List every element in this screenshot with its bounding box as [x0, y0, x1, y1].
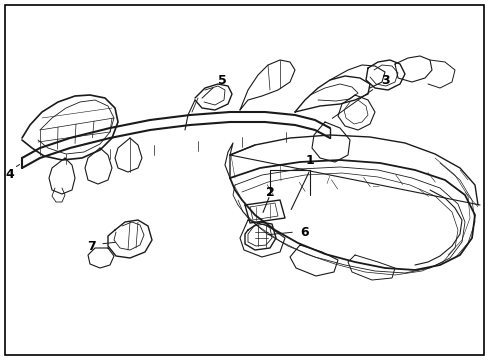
- Text: 5: 5: [217, 73, 226, 86]
- Text: 6: 6: [300, 225, 309, 238]
- Text: 2: 2: [265, 185, 274, 198]
- Text: 4: 4: [6, 168, 14, 181]
- Text: 3: 3: [380, 73, 388, 86]
- Text: 1: 1: [305, 153, 314, 166]
- Text: 7: 7: [87, 239, 96, 252]
